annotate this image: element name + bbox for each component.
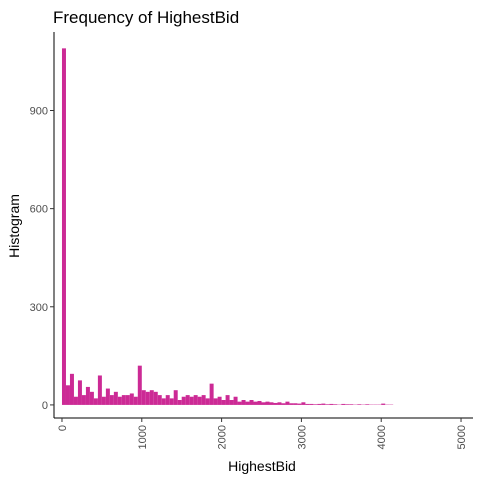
x-tick-label: 0 (57, 425, 69, 431)
histogram-bar (149, 390, 154, 405)
histogram-bar (185, 395, 190, 405)
histogram-bar (169, 398, 174, 405)
y-tick-label: 900 (30, 106, 48, 118)
histogram-bar (269, 402, 274, 405)
histogram-bar (357, 404, 362, 405)
histogram-bar (309, 403, 314, 405)
histogram-bar (73, 396, 78, 405)
histogram-bar (153, 391, 158, 405)
bars-group (61, 48, 394, 405)
histogram-bar (249, 400, 254, 405)
x-axis-label: HighestBid (228, 458, 296, 474)
histogram-bar (225, 395, 230, 405)
x-tick-label: 3000 (296, 425, 308, 449)
histogram-bar (381, 403, 386, 405)
histogram-bar (281, 403, 286, 405)
histogram-bar (221, 400, 226, 405)
y-axis-ticks: 0 300 600 900 (30, 106, 54, 412)
histogram-bar (197, 396, 202, 405)
histogram-bar (145, 391, 150, 405)
histogram-bar (113, 391, 118, 405)
histogram-bar (117, 396, 122, 405)
histogram-bar (141, 390, 146, 405)
histogram-bar (165, 395, 170, 405)
histogram-bar (85, 386, 90, 405)
histogram-bar (245, 401, 250, 405)
histogram-bar (217, 396, 222, 405)
histogram-bar (101, 396, 106, 405)
histogram-bar (333, 404, 338, 405)
histogram-bar (293, 403, 298, 405)
histogram-bar (189, 396, 194, 405)
histogram-bar (317, 403, 322, 405)
histogram-bar (177, 400, 182, 405)
histogram-bar (193, 395, 198, 405)
histogram-bar (125, 395, 130, 405)
histogram-bar (241, 400, 246, 405)
histogram-bar (69, 373, 74, 405)
histogram-bar (349, 404, 354, 405)
histogram-bar (341, 403, 346, 405)
histogram-bar (313, 404, 318, 405)
histogram-bar (133, 396, 138, 405)
histogram-bar (285, 401, 290, 405)
chart-title: Frequency of HighestBid (53, 8, 239, 27)
x-tick-label: 2000 (217, 425, 229, 449)
histogram-bar (345, 404, 350, 405)
x-tick-label: 5000 (456, 425, 468, 449)
y-tick-label: 600 (30, 204, 48, 216)
histogram-bar (161, 398, 166, 405)
histogram-bar (201, 395, 206, 405)
histogram-bar (97, 375, 102, 405)
histogram-bar (297, 403, 302, 405)
histogram-bar (109, 395, 114, 405)
x-tick-label: 4000 (376, 425, 388, 449)
histogram-bar (261, 402, 266, 405)
histogram-bar (301, 402, 306, 405)
histogram-bar (61, 48, 66, 405)
histogram-bar (77, 380, 82, 405)
histogram-bar (121, 395, 126, 405)
histogram-bar (237, 401, 242, 405)
y-tick-label: 300 (30, 302, 48, 314)
histogram-bar (321, 403, 326, 405)
histogram-bar (325, 404, 330, 405)
x-tick-label: 1000 (137, 425, 149, 449)
histogram-bar (173, 390, 178, 405)
histogram-bar (257, 400, 262, 405)
histogram-bar (81, 395, 86, 405)
histogram-bar (213, 398, 218, 405)
histogram-bar (329, 403, 334, 405)
histogram-bar (253, 401, 258, 405)
histogram-bar (273, 402, 278, 405)
histogram-bar (289, 403, 294, 405)
histogram-bar (93, 398, 98, 405)
histogram-bar (265, 401, 270, 405)
histogram-bar (157, 395, 162, 405)
histogram-bar (365, 404, 370, 405)
y-axis-label: Histogram (6, 194, 22, 258)
histogram-bar (209, 383, 214, 405)
x-axis-ticks: 0 1000 2000 3000 4000 5000 (57, 418, 468, 449)
y-tick-label: 0 (42, 400, 48, 412)
histogram-bar (137, 365, 142, 405)
histogram-bar (65, 385, 70, 405)
histogram-bar (129, 393, 134, 405)
histogram-bar (229, 400, 234, 405)
histogram-bar (89, 391, 94, 405)
histogram-bar (233, 396, 238, 405)
histogram-bar (105, 388, 110, 405)
histogram-bar (181, 396, 186, 405)
histogram-bar (205, 398, 210, 405)
histogram-bar (277, 402, 282, 405)
histogram-bar (305, 403, 310, 405)
